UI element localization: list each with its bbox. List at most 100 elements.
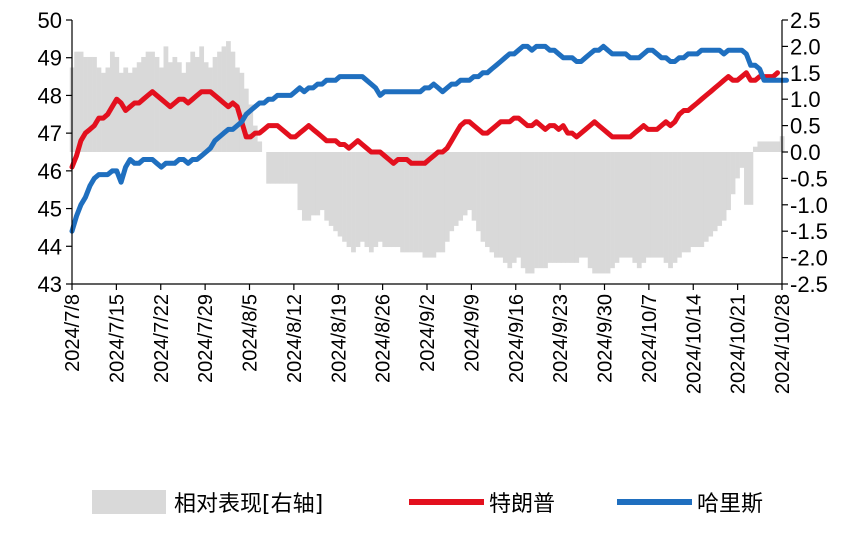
relative-bar — [690, 152, 696, 248]
relative-bar — [761, 141, 767, 152]
relative-bar — [766, 141, 772, 152]
relative-bar — [248, 104, 254, 152]
right-tick-label: -2.0 — [790, 246, 828, 271]
legend-label-relative: 相对表现[右轴] — [174, 492, 323, 517]
x-tick-label: 2024/7/15 — [106, 294, 128, 383]
x-tick-label: 2024/9/9 — [461, 294, 483, 372]
left-tick-label: 49 — [38, 46, 62, 71]
relative-bar — [685, 152, 691, 253]
relative-bar — [150, 51, 155, 152]
relative-bar — [650, 152, 656, 258]
relative-bar — [525, 152, 531, 274]
relative-bar — [552, 152, 557, 263]
relative-bar — [199, 46, 205, 152]
relative-bar — [404, 152, 410, 253]
left-tick-label: 43 — [38, 272, 62, 297]
relative-bar — [458, 152, 464, 221]
x-tick-label: 2024/10/14 — [683, 294, 705, 394]
left-tick-label: 44 — [38, 234, 62, 259]
relative-bar — [730, 152, 736, 195]
relative-bar — [319, 152, 325, 211]
relative-bar — [641, 152, 647, 263]
relative-bar — [578, 152, 584, 258]
relative-bar — [748, 152, 754, 205]
x-tick-label: 2024/9/23 — [550, 294, 572, 383]
x-tick-label: 2024/7/8 — [62, 294, 84, 372]
relative-bar — [516, 152, 522, 258]
relative-bar — [203, 62, 209, 152]
relative-bar — [569, 152, 575, 263]
relative-bar — [623, 152, 629, 258]
relative-bar — [467, 152, 472, 211]
relative-bar — [114, 56, 120, 152]
relative-bar — [476, 152, 481, 232]
relative-bar — [351, 152, 356, 253]
x-tick-label: 2024/10/7 — [639, 294, 661, 383]
relative-bar — [507, 152, 513, 269]
relative-bar — [87, 56, 93, 152]
relative-bar — [373, 152, 379, 248]
relative-bar — [757, 141, 763, 152]
relative-bar — [543, 152, 548, 269]
relative-bar — [342, 152, 347, 242]
relative-bar — [208, 67, 213, 152]
trump-line — [69, 70, 780, 170]
relative-bar — [511, 152, 517, 263]
poll-lines — [69, 43, 789, 234]
relative-bar — [703, 152, 709, 242]
relative-bar — [163, 46, 169, 152]
left-tick-label: 47 — [38, 121, 62, 146]
relative-bar — [306, 152, 312, 221]
relative-bar — [435, 152, 441, 253]
relative-bar — [328, 152, 334, 226]
x-tick-label: 2024/9/2 — [417, 294, 439, 372]
relative-bar — [708, 152, 714, 237]
x-tick-label: 2024/10/21 — [728, 294, 750, 394]
relative-bar — [480, 152, 486, 242]
relative-bar — [587, 152, 593, 269]
relative-performance-bars — [69, 41, 785, 274]
legend: 相对表现[右轴] 特朗普 哈里斯 — [92, 490, 763, 517]
relative-bar — [560, 152, 566, 263]
relative-bar — [529, 152, 535, 274]
relative-bar — [694, 152, 700, 248]
relative-bar — [266, 152, 272, 184]
relative-bar — [699, 152, 705, 248]
relative-bar — [176, 62, 182, 152]
relative-bar — [636, 152, 642, 269]
right-tick-label: 1.0 — [790, 87, 821, 112]
relative-bar — [83, 56, 88, 152]
relative-bar — [141, 56, 146, 152]
relative-bar — [368, 152, 374, 253]
relative-bar — [288, 152, 294, 184]
relative-bar — [136, 62, 142, 152]
relative-bar — [297, 152, 303, 211]
relative-bar — [739, 152, 745, 168]
relative-bar — [212, 56, 218, 152]
relative-bar — [422, 152, 428, 258]
relative-bar — [619, 152, 624, 258]
relative-bar — [677, 152, 682, 258]
relative-bar — [221, 46, 227, 152]
relative-bar — [355, 152, 361, 248]
relative-bar — [547, 152, 553, 263]
x-tick-label: 2024/7/22 — [151, 294, 173, 383]
relative-bar — [489, 152, 495, 253]
relative-bar — [409, 152, 414, 253]
relative-bar — [400, 152, 405, 253]
relative-bar — [243, 88, 249, 152]
right-tick-label: -1.5 — [790, 219, 828, 244]
relative-bar — [614, 152, 620, 263]
relative-bar — [96, 67, 102, 152]
relative-bar — [275, 152, 280, 184]
x-tick-label: 2024/8/19 — [328, 294, 350, 383]
x-tick-label: 2024/10/28 — [772, 294, 794, 394]
relative-bar — [502, 152, 508, 263]
relative-bar — [440, 152, 446, 253]
legend-label-trump: 特朗普 — [489, 492, 555, 517]
relative-bar — [315, 152, 321, 216]
legend-swatch-relative — [92, 490, 166, 514]
relative-bar — [534, 152, 539, 269]
relative-bar — [154, 56, 160, 152]
relative-bar — [185, 62, 191, 152]
